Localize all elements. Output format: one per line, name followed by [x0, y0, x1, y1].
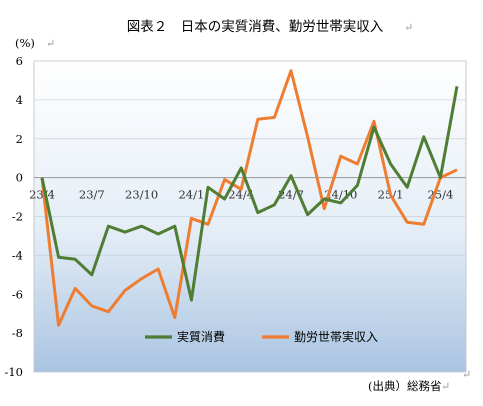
y-tick-label: -4 [12, 248, 23, 262]
y-tick-label: -2 [12, 210, 23, 224]
legend: 実質消費 勤労世帯実収入 [145, 329, 378, 344]
return-mark: ↵ [46, 37, 55, 50]
chart-title: 図表２ 日本の実質消費、勤労世帯実収入 [127, 19, 384, 35]
y-tick-label: -8 [12, 326, 23, 340]
x-tick-label: 24/4 [228, 188, 254, 202]
series-line [40, 86, 459, 302]
y-tick-label: -6 [12, 287, 23, 301]
legend-label: 実質消費 [177, 329, 225, 344]
x-tick-label: 24/1 [178, 188, 204, 202]
y-tick-label: 4 [16, 93, 23, 107]
return-mark: ↵ [404, 21, 413, 34]
y-tick-label: 0 [16, 171, 23, 185]
return-mark: ↵ [462, 368, 471, 381]
legend-label: 勤労世帯実収入 [294, 329, 378, 344]
series-line [40, 69, 458, 327]
series-lines [40, 69, 459, 327]
y-tick-label: 6 [16, 54, 23, 68]
source-note: (出典）総務省 [368, 379, 442, 393]
x-tick-label: 23/4 [29, 188, 55, 202]
gridlines [34, 60, 466, 373]
y-tick-label: 2 [16, 132, 23, 146]
y-tick-label: -10 [4, 365, 23, 379]
y-axis-unit: (%) [15, 36, 35, 50]
y-axis-ticks: 6 4 2 0 -2 -4 -6 -8 -10 [4, 54, 23, 379]
x-tick-label: 24/10 [324, 188, 357, 202]
x-tick-label: 23/10 [125, 188, 158, 202]
x-tick-label: 23/7 [79, 188, 105, 202]
return-mark: ↵ [441, 380, 450, 393]
